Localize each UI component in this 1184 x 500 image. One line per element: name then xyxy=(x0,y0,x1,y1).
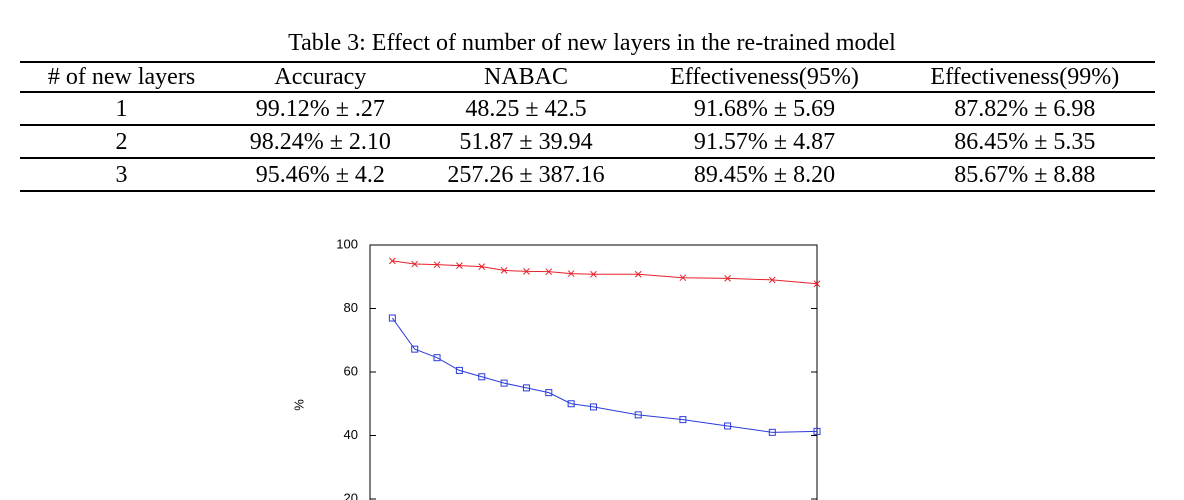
table-cell: 99.12% ± .27 xyxy=(223,92,418,126)
marker xyxy=(567,400,575,408)
marker xyxy=(388,314,396,322)
marker xyxy=(455,366,463,374)
marker xyxy=(478,373,486,381)
marker xyxy=(545,268,553,276)
plot-frame xyxy=(369,244,818,500)
header-cell: Effectiveness(99%) xyxy=(894,61,1155,93)
y-tick-label: 100 xyxy=(336,236,358,251)
series-line xyxy=(391,317,818,433)
marker xyxy=(634,270,642,278)
marker xyxy=(522,384,530,392)
header-cell: NABAC xyxy=(417,61,635,93)
marker xyxy=(679,416,687,424)
y-axis-label: % xyxy=(291,399,306,411)
table-caption: Table 3: Effect of number of new layers … xyxy=(288,30,896,56)
table-cell: 91.68% ± 5.69 xyxy=(634,92,895,126)
marker xyxy=(590,270,597,278)
marker xyxy=(724,274,731,282)
table-cell: 85.67% ± 8.88 xyxy=(894,158,1155,192)
marker xyxy=(433,261,441,269)
y-tick-label: 40 xyxy=(344,427,358,442)
table-row: 3 95.46% ± 4.2 257.26 ± 387.16 89.45% ± 8.2… xyxy=(20,158,1155,192)
marker xyxy=(590,403,597,411)
marker xyxy=(500,379,508,387)
marker xyxy=(500,267,508,274)
header-cell: Accuracy xyxy=(223,61,418,93)
table-cell: 89.45% ± 8.20 xyxy=(634,158,895,192)
table-cell: 98.24% ± 2.10 xyxy=(223,125,418,159)
table-cell: 1 xyxy=(20,92,224,126)
y-tick-label: 80 xyxy=(344,300,358,315)
table-cell: 51.87 ± 39.94 xyxy=(417,125,635,159)
table-cell: 257.26 ± 387.16 xyxy=(417,158,635,192)
y-tick-label: 60 xyxy=(344,363,358,378)
results-table: # of new layers Accuracy NABAC Effective… xyxy=(20,61,1155,192)
marker xyxy=(523,267,530,275)
marker xyxy=(567,270,575,277)
table-cell: 3 xyxy=(20,158,224,192)
y-tick-label: 20 xyxy=(344,490,358,500)
marker xyxy=(411,260,419,268)
table-cell: 95.46% ± 4.2 xyxy=(223,158,418,192)
chart: % 20 40 60 80 100 xyxy=(291,236,821,500)
marker xyxy=(478,263,486,270)
marker xyxy=(679,274,687,282)
marker xyxy=(634,411,642,419)
table-row: 2 98.24% ± 2.10 51.87 ± 39.94 91.57% ± 4.87… xyxy=(20,125,1155,159)
table-cell: 87.82% ± 6.98 xyxy=(894,92,1155,126)
marker xyxy=(456,262,463,269)
marker xyxy=(411,345,419,353)
table-row: 1 99.12% ± .27 48.25 ± 42.5 91.68% ± 5.69 87… xyxy=(20,92,1155,126)
marker xyxy=(813,427,821,435)
marker xyxy=(388,257,396,265)
header-cell: Effectiveness(95%) xyxy=(634,61,895,93)
table-cell: 86.45% ± 5.35 xyxy=(894,125,1155,159)
marker xyxy=(813,280,821,288)
table-cell: 48.25 ± 42.5 xyxy=(417,92,635,126)
marker xyxy=(724,422,732,430)
marker xyxy=(433,354,441,362)
marker xyxy=(768,428,776,436)
header-row: # of new layers Accuracy NABAC Effective… xyxy=(20,61,1155,93)
marker xyxy=(768,276,776,284)
header-cell: # of new layers xyxy=(20,61,224,93)
series-line xyxy=(392,260,818,285)
table-cell: 91.57% ± 4.87 xyxy=(634,125,895,159)
marker xyxy=(545,389,553,397)
table-cell: 2 xyxy=(20,125,224,159)
